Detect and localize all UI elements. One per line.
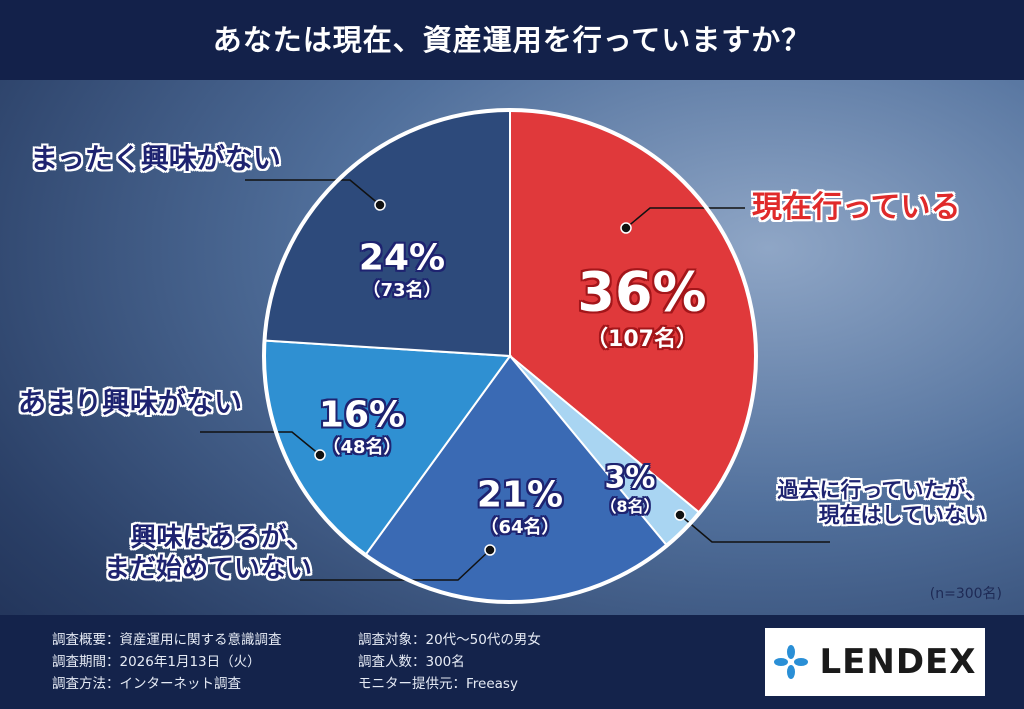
category-label: 興味はあるが、 まだ始めていない — [103, 523, 312, 585]
footer-left: 調査概要：資産運用に関する意識調査 調査期間：2026年1月13日（火） 調査方… — [52, 629, 282, 695]
count-label: （107名） — [586, 326, 698, 352]
sample-note: (n=300名) — [929, 586, 1002, 602]
title-bar: あなたは現在、資産運用を行っていますか？ — [0, 0, 1024, 80]
value-label: 36% — [577, 260, 707, 324]
logo-icon — [774, 645, 809, 679]
count-label: （48名） — [322, 437, 402, 458]
footer: 調査概要：資産運用に関する意識調査 調査期間：2026年1月13日（火） 調査方… — [0, 615, 1024, 709]
count-label: （64名） — [480, 517, 560, 538]
value-label: 16% — [318, 394, 406, 436]
pie-border — [262, 108, 758, 604]
leader-dot — [484, 544, 496, 556]
category-label: 現在行っている — [752, 190, 961, 225]
category-label: 過去に行っていたが、 現在はしていない — [777, 478, 986, 528]
leader-dot — [314, 449, 326, 461]
count-label: （8名） — [600, 496, 660, 516]
value-label: 24% — [358, 237, 446, 279]
category-label: まったく興味がない — [30, 142, 281, 175]
chart-title: あなたは現在、資産運用を行っていますか？ — [212, 23, 812, 57]
footer-line: 調査期間：2026年1月13日（火） — [52, 654, 261, 670]
logo: LENDEX — [765, 628, 985, 696]
leader-dot — [620, 222, 632, 234]
footer-line: モニター提供元：Freeasy — [358, 676, 518, 692]
pie-slice — [263, 108, 511, 358]
value-label: 3% — [604, 460, 656, 496]
value-label: 21% — [476, 474, 564, 516]
count-label: （73名） — [362, 280, 442, 301]
footer-line: 調査概要：資産運用に関する意識調査 — [52, 632, 282, 648]
logo-text: LENDEX — [819, 642, 977, 682]
footer-line: 調査対象：20代〜50代の男女 — [358, 632, 541, 648]
leader-dot — [674, 509, 686, 521]
leader-dot — [374, 199, 386, 211]
footer-right: 調査対象：20代〜50代の男女 調査人数：300名 モニター提供元：Freeas… — [358, 629, 541, 695]
footer-line: 調査人数：300名 — [358, 654, 465, 670]
category-label: あまり興味がない — [18, 386, 243, 419]
footer-line: 調査方法：インターネット調査 — [52, 676, 241, 692]
